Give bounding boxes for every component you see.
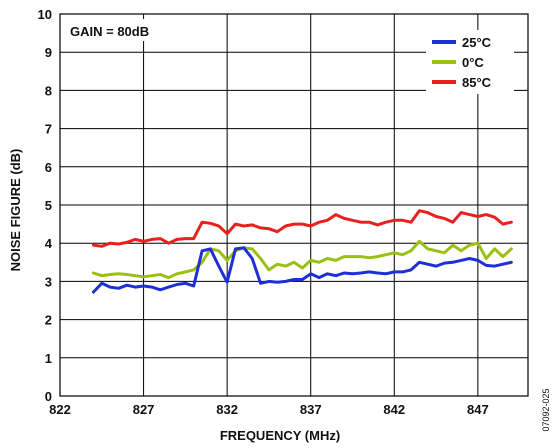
x-axis-title: FREQUENCY (MHz): [220, 428, 340, 443]
y-tick-label: 5: [45, 198, 52, 213]
legend-label: 85°C: [462, 75, 492, 90]
plot-frame: [59, 13, 529, 397]
y-tick-label: 6: [45, 160, 52, 175]
y-tick-label: 10: [38, 7, 52, 22]
y-tick-label: 8: [45, 83, 52, 98]
legend-label: 0°C: [462, 55, 484, 70]
y-tick-label: 9: [45, 45, 52, 60]
y-tick-label: 0: [45, 389, 52, 404]
x-tick-labels: 822 827 832 837 842 847: [49, 402, 489, 417]
x-tick-label: 827: [133, 402, 155, 417]
legend: 25°C 0°C 85°C: [432, 35, 492, 90]
y-tick-label: 4: [45, 236, 53, 251]
y-axis-title: NOISE FIGURE (dB): [8, 149, 23, 272]
series-line: [91, 239, 513, 280]
x-tick-label: 837: [300, 402, 322, 417]
annotation-box: [63, 19, 173, 41]
y-tick-label: 3: [45, 274, 52, 289]
x-tick-label: 822: [49, 402, 71, 417]
series-line: [91, 209, 513, 248]
series-lines: [91, 209, 513, 294]
x-tick-label: 832: [216, 402, 238, 417]
x-tick-label: 847: [467, 402, 489, 417]
y-tick-label: 1: [45, 351, 52, 366]
x-tick-label: 842: [383, 402, 405, 417]
y-tick-label: 2: [45, 313, 52, 328]
y-tick-labels: 0 1 2 3 4 5 6 7 8 9 10: [38, 7, 53, 404]
series-line: [91, 246, 513, 294]
y-tick-label: 7: [45, 122, 52, 137]
legend-label: 25°C: [462, 35, 492, 50]
gain-annotation: GAIN = 80dB: [70, 24, 149, 39]
figure-id: 07092-025: [541, 388, 551, 431]
